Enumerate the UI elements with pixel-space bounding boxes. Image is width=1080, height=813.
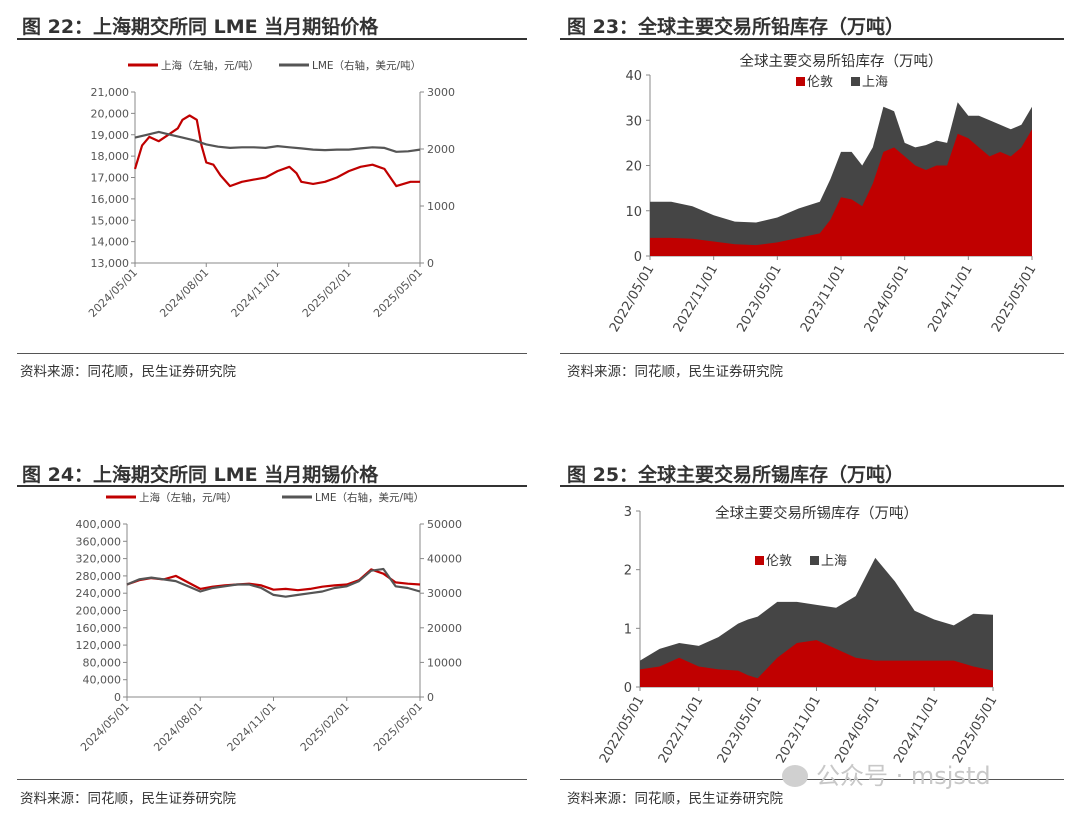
left-tick-label: 360,000 bbox=[76, 535, 122, 548]
left-tick-label: 40,000 bbox=[83, 674, 122, 687]
series-line-shanghai bbox=[133, 114, 420, 188]
chart-title-24: 图 24：上海期交所同 LME 当月期锡价格 bbox=[22, 464, 379, 486]
source-rule-22 bbox=[17, 353, 527, 354]
chart-title-25: 图 25：全球主要交易所锡库存（万吨） bbox=[567, 464, 905, 486]
watermark: 公众号 · msjstd bbox=[782, 756, 991, 791]
title-rule-24 bbox=[17, 485, 527, 487]
right-tick-label: 0 bbox=[427, 691, 434, 704]
x-tick-label: 2022/11/01 bbox=[656, 694, 706, 766]
inner-chart-title: 全球主要交易所铅库存（万吨） bbox=[740, 52, 943, 70]
left-tick-label: 17,000 bbox=[91, 172, 130, 185]
wechat-icon bbox=[782, 765, 808, 787]
x-tick-label: 2023/05/01 bbox=[715, 694, 765, 766]
y-tick-label: 2 bbox=[624, 564, 632, 579]
legend-label-shanghai: 上海 bbox=[862, 75, 888, 90]
left-tick-label: 400,000 bbox=[76, 518, 122, 531]
y-tick-label: 1 bbox=[624, 622, 632, 637]
source-note-25: 资料来源：同花顺，民生证券研究院 bbox=[567, 791, 783, 807]
y-tick-label: 40 bbox=[625, 69, 642, 84]
left-tick-label: 15,000 bbox=[91, 214, 130, 227]
left-tick-label: 20,000 bbox=[91, 107, 130, 120]
y-tick-label: 20 bbox=[625, 160, 642, 175]
left-tick-label: 240,000 bbox=[76, 587, 122, 600]
right-tick-label: 50000 bbox=[427, 518, 462, 531]
chart-title-23: 图 23：全球主要交易所铅库存（万吨） bbox=[567, 16, 905, 38]
y-tick-label: 30 bbox=[625, 114, 642, 129]
legend-label-shanghai: 上海 bbox=[821, 554, 847, 569]
right-tick-label: 10000 bbox=[427, 656, 462, 669]
left-tick-label: 160,000 bbox=[76, 622, 122, 635]
inner-chart-title: 全球主要交易所锡库存（万吨） bbox=[715, 504, 918, 522]
source-rule-25 bbox=[560, 779, 1064, 780]
legend-swatch-london bbox=[796, 77, 805, 86]
legend-swatch-shanghai bbox=[810, 556, 819, 565]
series-line-lme bbox=[126, 567, 421, 598]
right-tick-label: 1000 bbox=[427, 200, 455, 213]
y-tick-label: 0 bbox=[624, 681, 632, 696]
legend-swatch-shanghai bbox=[851, 77, 860, 86]
left-tick-label: 0 bbox=[114, 691, 121, 704]
area-london bbox=[650, 129, 1032, 256]
y-tick-label: 0 bbox=[634, 250, 642, 265]
left-tick-label: 16,000 bbox=[91, 193, 130, 206]
source-rule-24 bbox=[17, 779, 527, 780]
source-note-22: 资料来源：同花顺，民生证券研究院 bbox=[20, 364, 236, 380]
series-line-shanghai bbox=[126, 568, 421, 592]
left-tick-label: 19,000 bbox=[91, 129, 130, 142]
y-tick-label: 3 bbox=[624, 505, 632, 520]
series-line-lme bbox=[134, 130, 421, 153]
right-tick-label: 30000 bbox=[427, 587, 462, 600]
legend-label-shanghai: 上海（左轴，元/吨） bbox=[161, 59, 259, 72]
legend-label-lme: LME（右轴，美元/吨） bbox=[315, 491, 424, 504]
title-rule-22 bbox=[17, 38, 527, 40]
right-tick-label: 40000 bbox=[427, 553, 462, 566]
source-rule-23 bbox=[560, 353, 1064, 354]
area-london bbox=[640, 640, 993, 687]
right-tick-label: 3000 bbox=[427, 86, 455, 99]
title-rule-23 bbox=[560, 38, 1064, 40]
watermark-text: 公众号 · msjstd bbox=[816, 762, 991, 790]
right-tick-label: 0 bbox=[427, 257, 434, 270]
left-tick-label: 200,000 bbox=[76, 605, 122, 618]
left-tick-label: 14,000 bbox=[91, 236, 130, 249]
legend-label-shanghai: 上海（左轴，元/吨） bbox=[139, 491, 237, 504]
left-tick-label: 320,000 bbox=[76, 553, 122, 566]
legend-swatch-london bbox=[755, 556, 764, 565]
right-tick-label: 2000 bbox=[427, 143, 455, 156]
left-tick-label: 280,000 bbox=[76, 570, 122, 583]
y-tick-label: 10 bbox=[625, 205, 642, 220]
right-tick-label: 20000 bbox=[427, 622, 462, 635]
left-tick-label: 18,000 bbox=[91, 150, 130, 163]
title-rule-25 bbox=[560, 485, 1064, 487]
legend-label-lme: LME（右轴，美元/吨） bbox=[312, 59, 421, 72]
source-note-23: 资料来源：同花顺，民生证券研究院 bbox=[567, 364, 783, 380]
left-tick-label: 13,000 bbox=[91, 257, 130, 270]
left-tick-label: 80,000 bbox=[83, 656, 122, 669]
left-tick-label: 21,000 bbox=[91, 86, 130, 99]
chart-title-22: 图 22：上海期交所同 LME 当月期铅价格 bbox=[22, 16, 379, 38]
legend-label-london: 伦敦 bbox=[766, 553, 792, 569]
x-tick-label: 2022/05/01 bbox=[597, 694, 647, 766]
left-tick-label: 120,000 bbox=[76, 639, 122, 652]
area-shanghai bbox=[640, 557, 993, 687]
source-note-24: 资料来源：同花顺，民生证券研究院 bbox=[20, 791, 236, 807]
legend-label-london: 伦敦 bbox=[807, 74, 833, 90]
